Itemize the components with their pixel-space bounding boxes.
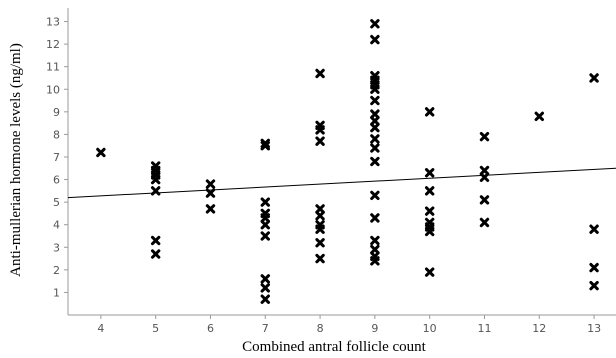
data-point <box>370 109 380 119</box>
x-tick-label: 4 <box>97 322 104 335</box>
y-tick-label: 6 <box>53 174 60 187</box>
data-point <box>424 186 435 196</box>
data-point <box>424 107 435 117</box>
data-point <box>370 19 380 29</box>
data-point <box>260 213 270 223</box>
x-axis-title: Combined antral follicle count <box>242 339 427 355</box>
y-tick-label: 3 <box>53 241 60 254</box>
y-tick-label: 10 <box>46 83 60 96</box>
data-point <box>370 122 380 133</box>
y-tick-label: 13 <box>46 16 60 29</box>
data-point <box>315 68 325 79</box>
data-point <box>260 274 270 284</box>
x-tick-label: 11 <box>477 322 491 335</box>
y-axis-title: Anti-mullerian hormone levels (ng/ml) <box>8 43 24 277</box>
data-point <box>370 190 380 201</box>
data-point <box>534 111 544 122</box>
data-point <box>150 186 161 196</box>
y-tick-label: 11 <box>46 61 60 74</box>
data-point <box>260 140 270 151</box>
data-point <box>315 136 325 146</box>
data-point <box>370 95 380 106</box>
data-point <box>150 249 161 259</box>
data-point <box>479 172 490 183</box>
data-point <box>260 197 270 207</box>
data-points <box>96 19 599 304</box>
data-point <box>370 213 380 223</box>
y-tick-label: 4 <box>53 219 60 232</box>
y-tick-label: 9 <box>53 106 60 119</box>
plot-frame <box>67 8 616 316</box>
data-point <box>479 165 490 176</box>
data-point <box>315 238 325 248</box>
y-tick-label: 8 <box>53 128 60 141</box>
x-tick-label: 5 <box>152 322 159 335</box>
data-point <box>479 195 490 205</box>
data-point <box>315 224 325 234</box>
data-point <box>424 206 435 216</box>
data-point <box>424 168 435 178</box>
data-point <box>150 174 161 185</box>
y-tick-label: 2 <box>53 264 60 277</box>
y-tick-label: 12 <box>46 38 60 51</box>
data-point <box>315 253 325 264</box>
data-point <box>260 231 270 241</box>
data-point <box>260 220 270 230</box>
data-point <box>479 217 490 228</box>
data-point <box>205 188 216 198</box>
y-tick-label: 7 <box>53 151 60 164</box>
data-point <box>315 125 325 135</box>
data-point <box>424 267 435 277</box>
data-point <box>370 244 380 255</box>
data-point <box>370 116 380 126</box>
data-point <box>424 226 435 237</box>
data-point <box>589 73 599 83</box>
y-tick-label: 1 <box>53 286 60 299</box>
data-point <box>260 283 270 293</box>
data-point <box>370 156 380 167</box>
data-point <box>315 204 325 214</box>
data-point <box>205 204 216 214</box>
data-point <box>370 256 380 266</box>
data-point <box>370 34 380 45</box>
data-point <box>589 224 599 234</box>
data-point <box>589 262 599 273</box>
data-point <box>370 84 380 94</box>
data-point <box>150 235 161 246</box>
y-tick-label: 5 <box>53 196 60 209</box>
x-tick-label: 10 <box>423 322 437 335</box>
data-point <box>370 235 380 246</box>
data-point <box>260 294 270 304</box>
x-tick-label: 13 <box>587 322 601 335</box>
x-tick-label: 7 <box>262 322 269 335</box>
data-point <box>205 179 216 189</box>
data-point <box>315 210 325 221</box>
data-point <box>589 280 599 291</box>
data-point <box>370 134 380 144</box>
x-axis-ticks: 4 5 6 7 8 9 10 11 12 13 <box>97 315 601 335</box>
regression-line-group <box>67 167 616 199</box>
x-tick-label: 12 <box>532 322 546 335</box>
regression-line <box>67 167 616 199</box>
x-tick-label: 9 <box>371 322 378 335</box>
x-tick-label: 6 <box>207 322 214 335</box>
x-tick-label: 8 <box>317 322 324 335</box>
data-point <box>370 143 380 153</box>
data-point <box>96 147 106 158</box>
data-point <box>479 131 490 142</box>
